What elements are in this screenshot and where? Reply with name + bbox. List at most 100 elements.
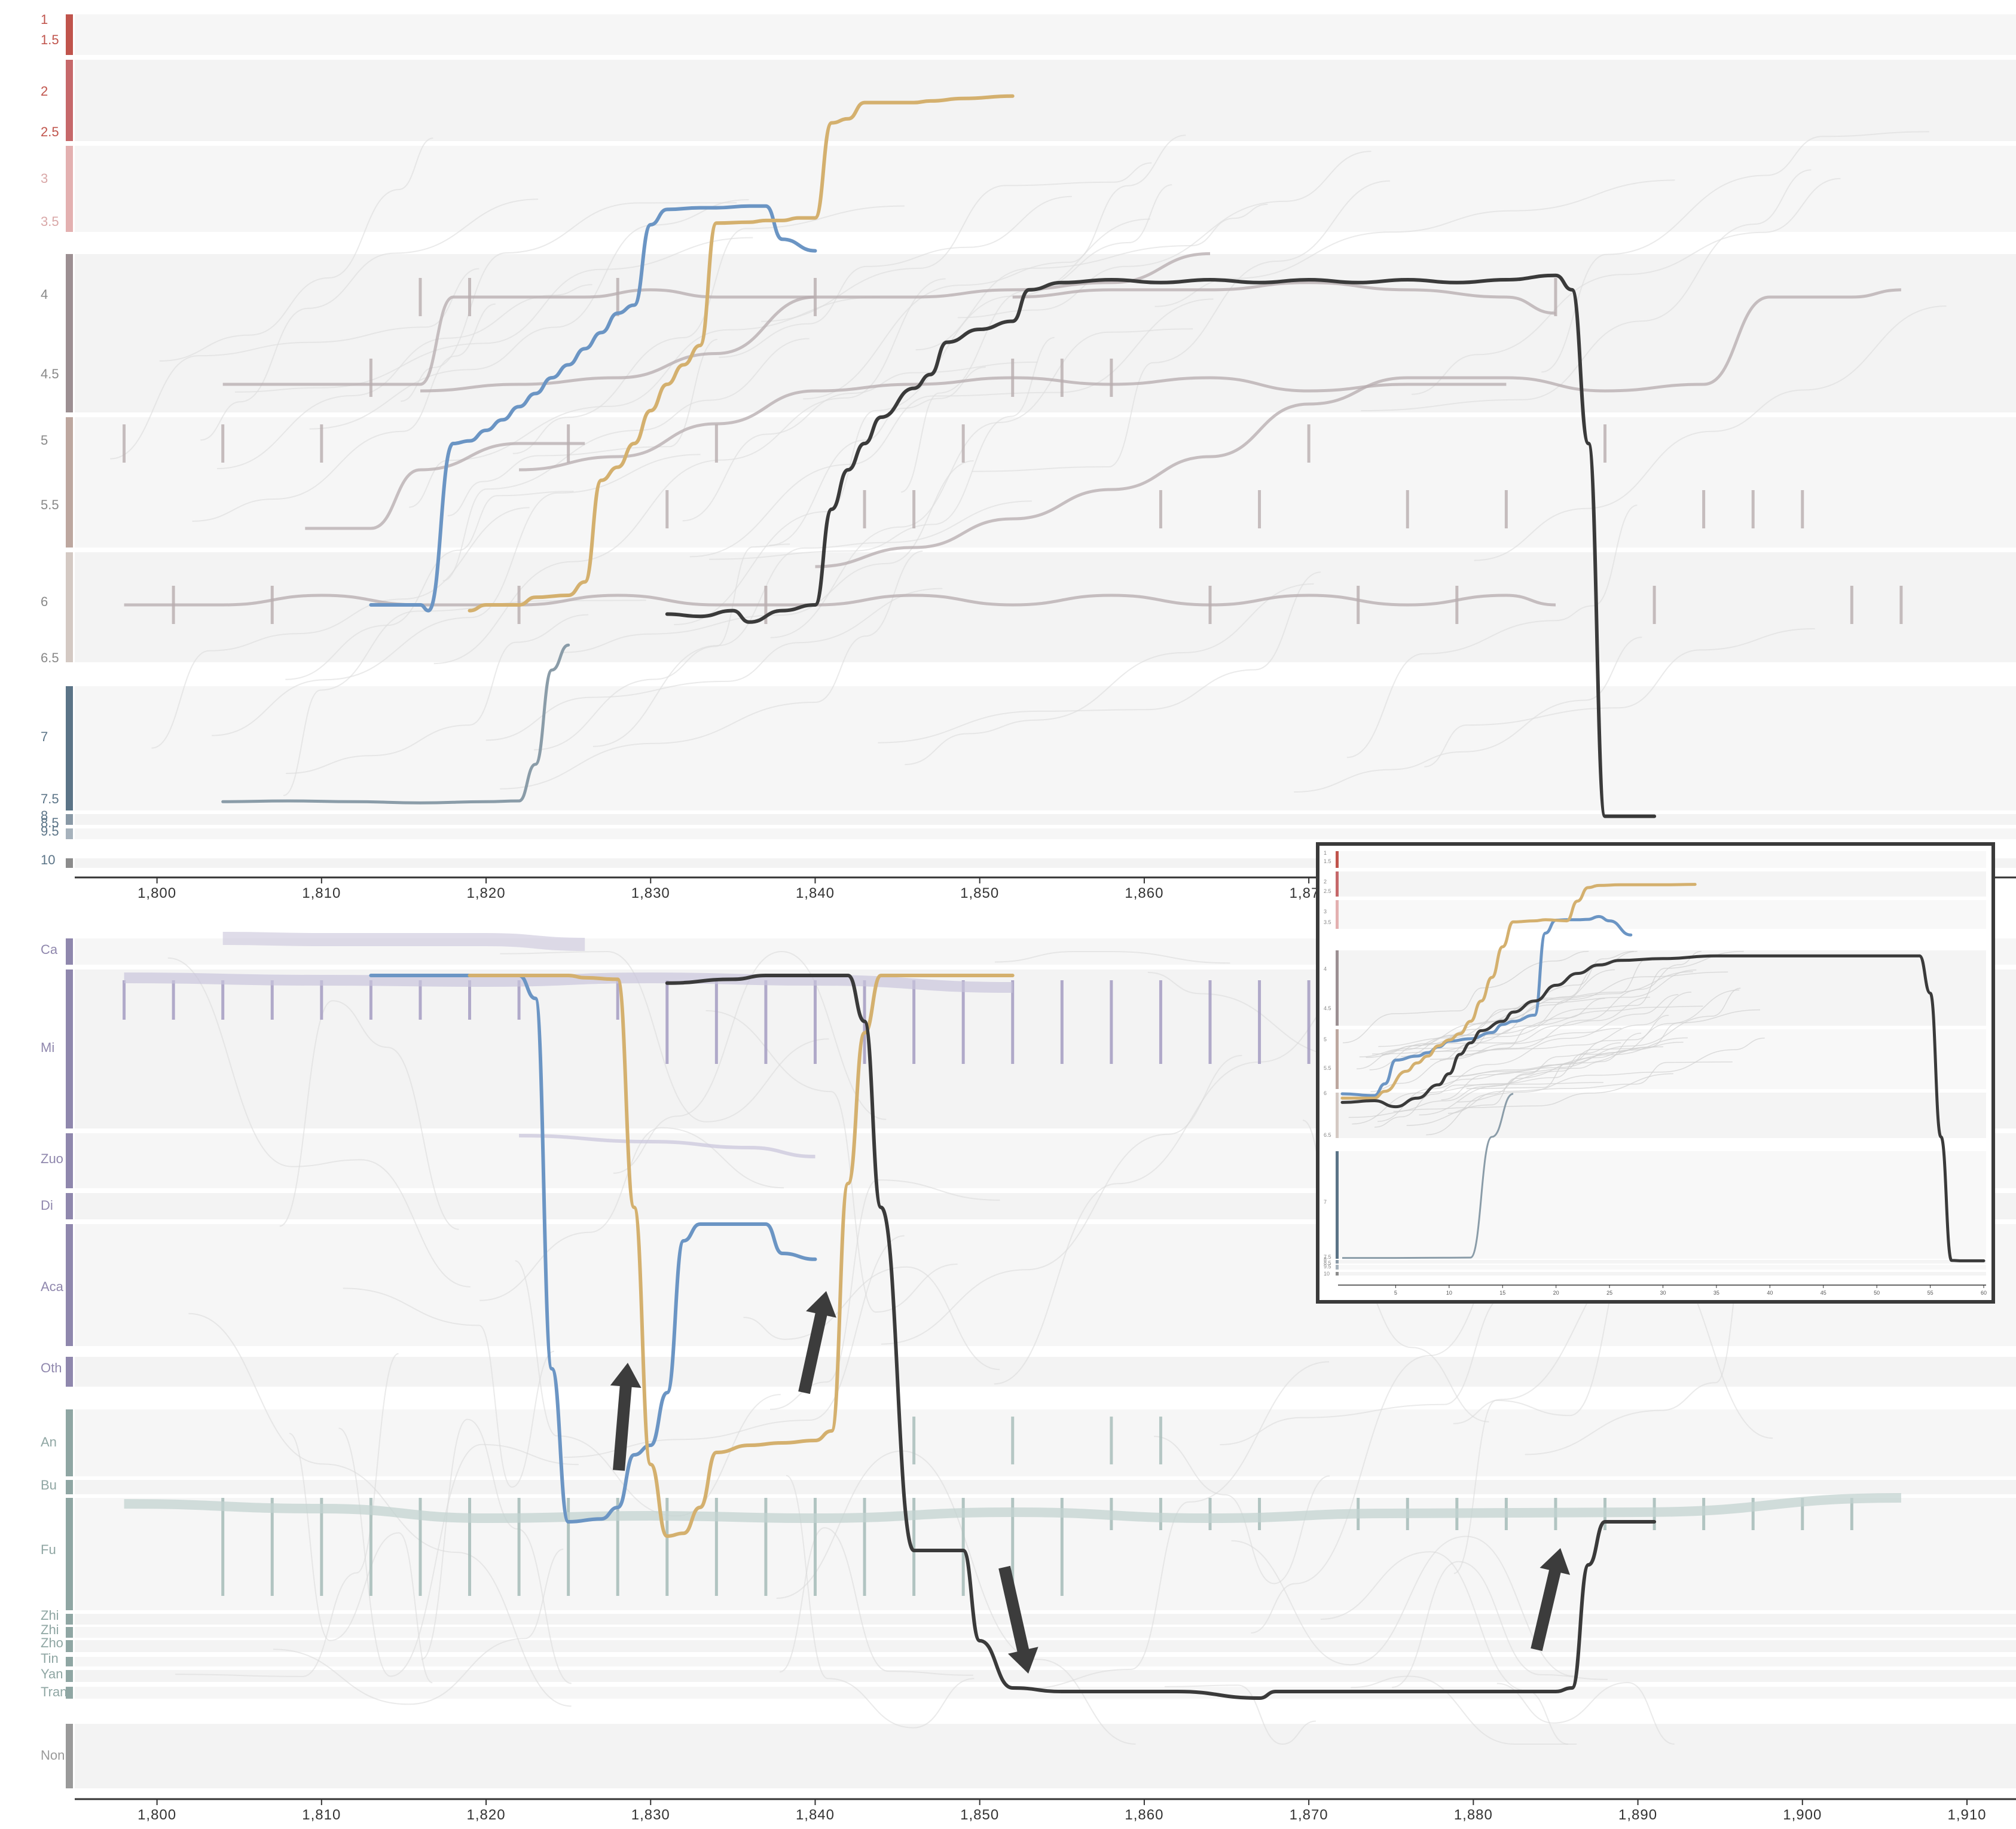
inset-background-trajectory (1348, 1073, 1673, 1118)
rank-x-tick-label: 1,850 (960, 885, 999, 901)
background-trajectory (273, 1548, 564, 1705)
inset-x-tick-label: 25 (1606, 1290, 1612, 1296)
background-trajectory (279, 1000, 459, 1230)
inset-x-tick-label: 55 (1928, 1290, 1933, 1296)
inset-band-bg (1338, 950, 1986, 1026)
inset-rank-label: 6.5 (1324, 1132, 1331, 1138)
inset-background-trajectory (1447, 1061, 1733, 1114)
rank-label: 4 (41, 287, 48, 302)
rank-label: 10 (41, 852, 55, 867)
rank-panel: 1 1.5 2 2.5 3 3.5 4 4.5 5 5.5 6 6.5 7 7.5 88.59.5 10 1,8… (41, 12, 2016, 901)
office-label: Mi (41, 1040, 54, 1055)
background-trajectory (1361, 169, 1812, 412)
inset-band-color-bar (1336, 1029, 1339, 1089)
inset-band-bg (1338, 1260, 1986, 1264)
rank-label: 4.5 (41, 366, 59, 381)
inset-x-tick-label: 60 (1981, 1290, 1987, 1296)
office-band-color-bar (66, 1670, 73, 1682)
inset-band-bg (1338, 851, 1986, 868)
transition-arrows (610, 1291, 1571, 1674)
inset-background-trajectory (1431, 1032, 1642, 1087)
grey-trajectory (124, 594, 1556, 607)
rank-band-color-bar (66, 254, 73, 412)
inset-background-trajectory (1342, 950, 1589, 1044)
rank-band-bg (75, 14, 2016, 55)
rank-label: 2.5 (41, 124, 59, 139)
inset-rank-label: 5.5 (1324, 1065, 1331, 1071)
office-band-bg (75, 1480, 2016, 1494)
background-trajectory (515, 1260, 781, 1517)
office-panel: CaMiZuoDiAcaOthAnBuFuZhiZhiZhoTinYanTran… (41, 932, 2016, 1823)
office-band-bg (75, 1670, 2016, 1682)
inset-background-trajectory (1450, 989, 1740, 1078)
rank-label: 8 (41, 808, 48, 823)
rank-band-color-bar (66, 14, 73, 55)
background-trajectory (442, 338, 810, 582)
background-trajectory (682, 361, 1038, 522)
background-trajectory (533, 543, 790, 751)
office-x-tick-label: 1,890 (1618, 1807, 1657, 1823)
rank-band-bg (75, 814, 2016, 825)
inset-band-bg (1338, 1151, 1986, 1259)
background-trajectory (761, 162, 1152, 322)
inset-background-trajectory (1406, 1041, 1684, 1126)
background-trajectory (1392, 1561, 1608, 1688)
office-flow-band (222, 932, 585, 951)
grey-trajectory (1012, 281, 1556, 315)
rank-x-tick-label: 1,810 (302, 885, 341, 901)
office-x-tick-label: 1,840 (796, 1807, 835, 1823)
background-trajectory (175, 1353, 399, 1677)
background-trajectory (905, 583, 1314, 766)
background-trajectory (900, 184, 1172, 493)
rank-band-color-bar (66, 417, 73, 548)
office-label: Bu (41, 1478, 57, 1492)
background-trajectory (1294, 637, 1642, 793)
rank-label: 8.5 (41, 815, 59, 830)
office-label: Tran (41, 1684, 67, 1699)
background-trajectory (235, 237, 753, 393)
background-trajectory (709, 337, 1055, 560)
office-band-color-bar (66, 1498, 73, 1610)
inset-x-tick-label: 45 (1820, 1290, 1826, 1296)
inset-rank-label: 8.5 (1324, 1260, 1331, 1266)
grey-trajectory (222, 288, 815, 386)
background-trajectory (613, 950, 887, 1174)
inset-rank-label: 7.5 (1324, 1254, 1331, 1260)
inset-band-color-bar (1336, 900, 1339, 929)
office-band-color-bar (66, 1224, 73, 1346)
background-trajectory (212, 454, 701, 736)
inset-band-color-bar (1336, 851, 1339, 868)
background-trajectory (200, 198, 539, 441)
rank-band-bg (75, 828, 2016, 839)
office-band-color-bar (66, 1627, 73, 1638)
background-trajectory (563, 1235, 905, 1458)
inset-band-color-bar (1336, 1260, 1339, 1264)
inset-x-tick-label: 5 (1394, 1290, 1397, 1296)
office-label: Zhi (41, 1622, 59, 1637)
office-x-tick-label: 1,850 (960, 1807, 999, 1823)
grey-trajectory (815, 288, 1901, 568)
office-x-tick-label: 1,800 (138, 1807, 176, 1823)
office-label: Zuo (41, 1151, 63, 1166)
inset-background-trajectory (1432, 950, 1744, 1052)
background-trajectory (878, 571, 1321, 744)
inset-rank-label: 8 (1324, 1256, 1327, 1262)
office-label: Aca (41, 1279, 64, 1294)
background-trajectory (167, 957, 471, 1287)
inset-rank-label: 6 (1324, 1090, 1327, 1096)
background-trajectory (1021, 1361, 1330, 1690)
background-trajectory (1496, 1681, 1675, 1745)
office-band-color-bar (66, 1133, 73, 1188)
inset-series-line (1342, 1093, 1514, 1259)
background-trajectory (1220, 1295, 1507, 1445)
rank-band-bg (75, 686, 2016, 810)
background-trajectory (159, 137, 433, 362)
rank-series-line (665, 273, 1657, 818)
office-label: Yan (41, 1666, 63, 1681)
inset-background-trajectory (1465, 971, 1728, 1055)
background-trajectory (915, 203, 1268, 351)
background-trajectory (689, 298, 1214, 558)
background-trajectory (563, 460, 974, 653)
